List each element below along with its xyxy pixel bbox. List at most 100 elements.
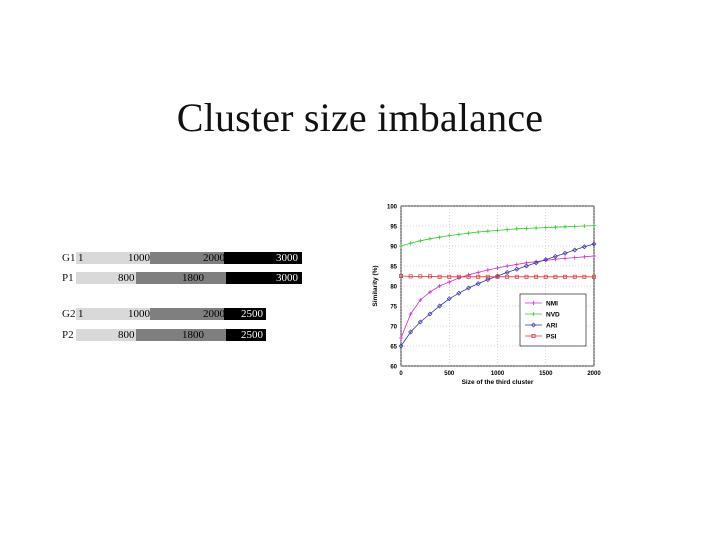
data-point [408, 312, 413, 316]
segment-2 [150, 308, 224, 320]
y-tick-label: 60 [390, 365, 397, 371]
segment-1 [76, 329, 136, 341]
legend-label: NMI [546, 300, 558, 307]
segment-1 [76, 308, 150, 320]
data-point [398, 343, 404, 349]
segment-3 [226, 329, 266, 341]
series-line-ari [400, 243, 595, 347]
segment-2-end-label: 1800 [182, 272, 204, 284]
data-point [553, 257, 558, 262]
legend-label: ARI [546, 322, 557, 329]
data-point [582, 274, 587, 279]
data-point [523, 263, 529, 269]
x-tick-label: 500 [444, 371, 455, 377]
data-point [466, 272, 471, 277]
row-label: G2 [62, 308, 76, 320]
data-point [505, 227, 510, 232]
segment-3 [224, 308, 266, 320]
data-point [533, 260, 539, 266]
segment-3 [224, 252, 302, 264]
data-point [531, 312, 536, 316]
data-point [427, 311, 433, 317]
data-point [514, 266, 520, 272]
data-point [418, 274, 423, 279]
x-tick-label: 0 [399, 371, 403, 377]
data-point [495, 274, 500, 279]
data-point [543, 225, 548, 230]
y-tick-label: 70 [390, 325, 397, 331]
data-point [399, 244, 403, 248]
legend-label: PSI [546, 333, 557, 340]
data-point [476, 274, 481, 279]
data-point [591, 241, 597, 247]
data-point [399, 274, 403, 278]
segment-2 [136, 329, 226, 341]
data-point [514, 262, 519, 267]
segment-1-end-label: 800 [118, 272, 135, 284]
data-point [437, 274, 442, 279]
data-point [531, 301, 536, 305]
data-point [399, 336, 403, 340]
row-label: P1 [62, 272, 74, 284]
data-point [504, 269, 510, 275]
data-point [524, 274, 529, 279]
data-point [446, 296, 452, 302]
segment-3-end-label: 2500 [241, 329, 263, 341]
data-point [572, 247, 578, 253]
data-point [581, 244, 587, 250]
data-point [456, 274, 461, 279]
data-point [552, 253, 558, 259]
data-point [514, 226, 519, 231]
segment-1 [76, 252, 150, 264]
data-point [563, 224, 568, 229]
data-point [447, 233, 452, 238]
data-point [514, 274, 519, 279]
y-tick-label: 95 [390, 225, 397, 231]
data-point [408, 274, 413, 279]
data-point [447, 274, 452, 279]
segment-1-end-label: 1000 [128, 308, 150, 320]
data-point [563, 256, 568, 261]
segment-3-end-label: 3000 [276, 272, 298, 284]
data-point [531, 334, 536, 338]
data-point [534, 274, 539, 279]
y-tick-label: 65 [390, 345, 397, 351]
data-point [572, 274, 577, 279]
data-point [495, 266, 500, 270]
data-point [437, 235, 442, 240]
data-point [418, 238, 423, 243]
segment-2 [150, 252, 224, 264]
x-tick-label: 1000 [491, 371, 505, 377]
data-point [505, 274, 510, 279]
segment-3 [226, 272, 302, 284]
data-point [553, 274, 558, 279]
data-point [543, 257, 549, 263]
data-point [592, 274, 596, 279]
data-point [582, 224, 587, 228]
data-point [592, 223, 596, 228]
data-point [531, 322, 536, 328]
data-point [475, 281, 481, 287]
y-tick-label: 75 [390, 305, 397, 311]
data-point [427, 290, 432, 294]
data-point [563, 274, 567, 279]
data-point [447, 280, 452, 284]
data-point [417, 319, 423, 325]
data-point [485, 268, 490, 272]
data-point [427, 236, 432, 241]
segment-start-label: 1 [78, 252, 84, 264]
data-point [485, 277, 491, 283]
data-point [582, 254, 587, 259]
slide-title: Cluster size imbalance [176, 95, 544, 140]
data-point [485, 274, 490, 279]
data-point [466, 274, 471, 279]
series-line-psi [400, 275, 594, 278]
x-tick-label: 2000 [587, 371, 601, 377]
x-axis-label: Size of the third cluster [462, 379, 534, 386]
data-point [476, 230, 481, 234]
data-point [562, 250, 568, 256]
y-tick-label: 100 [387, 205, 398, 211]
data-point [495, 228, 500, 233]
data-point [553, 225, 558, 230]
